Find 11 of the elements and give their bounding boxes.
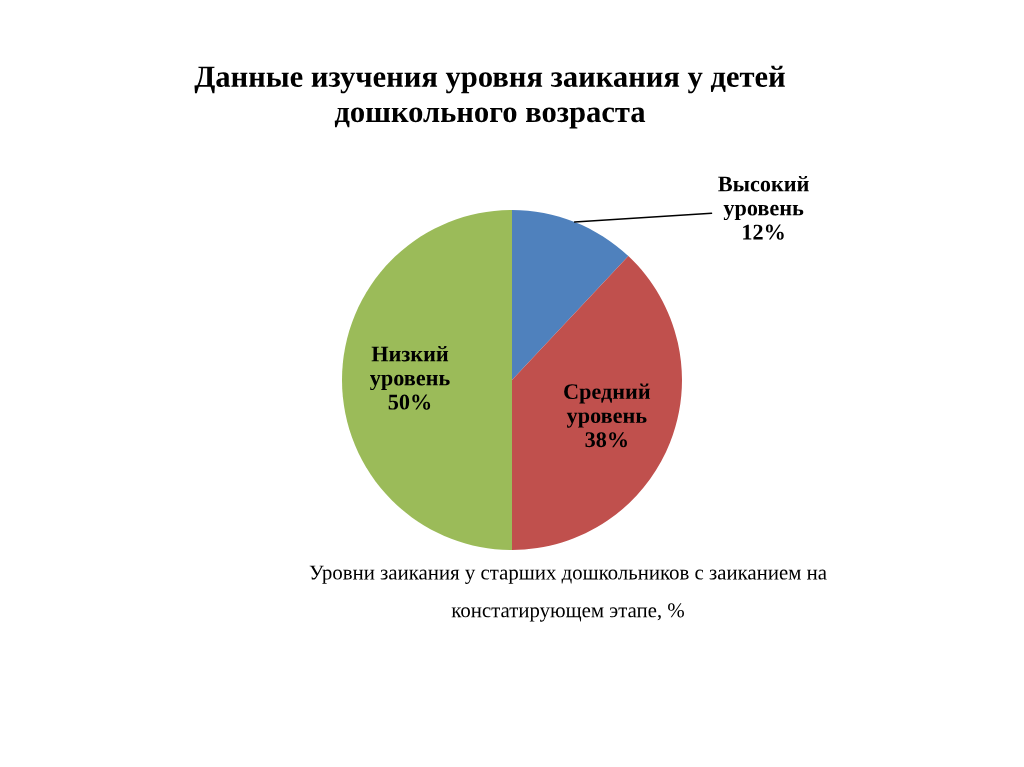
data-label: 38% (585, 432, 627, 448)
pie-slice (342, 210, 512, 550)
data-label: 50% (388, 394, 431, 410)
slice-label: Низкий уровень (370, 346, 450, 391)
slice-label: Высокий уровень (718, 176, 809, 221)
slice-label: Средний уровень (564, 383, 651, 428)
pie-slice (512, 210, 629, 380)
text: Уровни заикания у старших дошкольников с заиканием на констатирующем этапе, % (309, 565, 827, 622)
chart-title: Данные изучения уровня заикания у детей дошкольного возраста (194, 65, 785, 129)
pie-slice (512, 256, 682, 550)
data-label: 12% (743, 224, 784, 240)
